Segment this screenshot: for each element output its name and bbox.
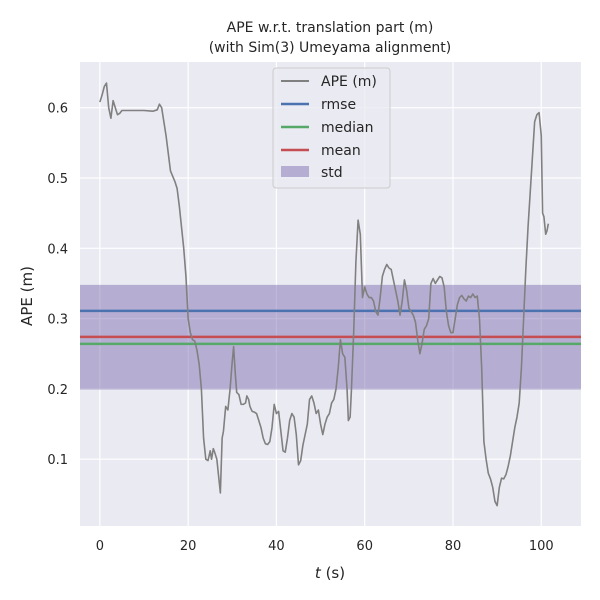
y-tick-label-5: 0.6: [47, 102, 68, 117]
legend-label-ape: APE (m): [321, 74, 377, 90]
y-tick-labels: 0.1 0.2 0.3 0.4 0.5 0.6: [47, 102, 68, 469]
y-tick-label-3: 0.4: [47, 242, 68, 257]
legend-box: [272, 67, 391, 189]
x-axis-label: t (s): [315, 564, 345, 582]
y-axis-label: APE (m): [18, 266, 36, 326]
chart-subtitle: (with Sim(3) Umeyama alignment): [209, 40, 452, 56]
x-axis-unit: (s): [321, 564, 345, 582]
x-tick-labels: 0 20 40 60 80 100: [96, 539, 554, 554]
x-tick-label-2: 40: [268, 539, 285, 554]
y-tick-label-0: 0.1: [47, 453, 68, 468]
chart-title: APE w.r.t. translation part (m): [227, 20, 434, 36]
legend-label-std: std: [321, 165, 343, 181]
legend-label-median: median: [321, 120, 373, 136]
legend-swatch-std: [281, 166, 309, 177]
x-axis-variable: t: [315, 564, 322, 582]
x-tick-label-5: 100: [529, 539, 554, 554]
series-layer: [99, 82, 550, 507]
legend-label-rmse: rmse: [321, 97, 356, 113]
legend-label-mean: mean: [321, 143, 361, 159]
stat-lines-layer: [80, 309, 581, 346]
legend: APE (m) rmse median mean std: [272, 67, 391, 189]
x-tick-label-3: 60: [356, 539, 373, 554]
y-tick-label-1: 0.2: [47, 383, 68, 398]
x-tick-label-4: 80: [445, 539, 462, 554]
x-tick-label-1: 20: [180, 539, 197, 554]
y-tick-label-2: 0.3: [47, 313, 68, 328]
y-tick-label-4: 0.5: [47, 172, 68, 187]
series-line-0: [99, 82, 550, 507]
x-tick-label-0: 0: [96, 539, 104, 554]
